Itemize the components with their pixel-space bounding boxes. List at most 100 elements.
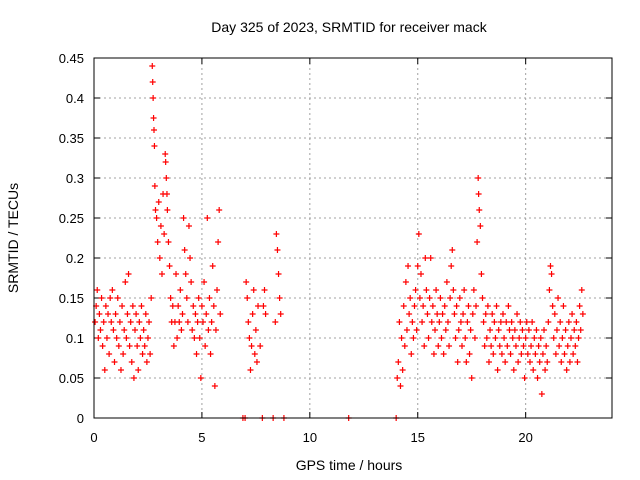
data-point (415, 231, 422, 237)
data-point (113, 335, 120, 341)
data-point (535, 343, 542, 349)
grid-lines (94, 58, 612, 418)
data-point (148, 295, 155, 301)
data-point (217, 311, 224, 317)
data-point (411, 303, 418, 309)
data-point (246, 335, 253, 341)
data-point (443, 279, 450, 285)
x-tick-label: 0 (90, 430, 97, 445)
data-point (553, 327, 560, 333)
data-point (179, 311, 186, 317)
data-point (493, 303, 500, 309)
data-point (524, 351, 531, 357)
data-point (187, 255, 194, 261)
data-point (516, 335, 523, 341)
data-point (94, 287, 101, 293)
data-point (184, 319, 191, 325)
x-tick-label: 15 (411, 430, 425, 445)
data-point (201, 279, 208, 285)
data-point (423, 287, 430, 293)
data-point (419, 319, 426, 325)
data-point (538, 391, 545, 397)
data-point (92, 319, 99, 325)
data-point (121, 327, 128, 333)
data-point (464, 319, 471, 325)
data-point (477, 223, 484, 229)
data-point (407, 295, 414, 301)
data-point (130, 375, 137, 381)
data-point (546, 287, 553, 293)
data-point (164, 207, 171, 213)
data-point (150, 115, 157, 121)
data-point (572, 343, 579, 349)
data-point (96, 311, 103, 317)
data-point (277, 311, 284, 317)
data-point (567, 335, 574, 341)
data-point (515, 359, 522, 365)
data-point (244, 295, 251, 301)
data-point (250, 287, 257, 293)
y-tick-label: 0.15 (59, 291, 84, 306)
data-point (143, 359, 150, 365)
data-point (399, 367, 406, 373)
data-point (460, 311, 467, 317)
data-point (402, 279, 409, 285)
data-point (262, 311, 269, 317)
data-point (120, 351, 127, 357)
data-point (565, 319, 572, 325)
data-point (560, 303, 567, 309)
x-axis-label: GPS time / hours (296, 457, 403, 473)
data-point (176, 319, 183, 325)
data-point (408, 351, 415, 357)
data-point (417, 271, 424, 277)
data-point (99, 343, 106, 349)
data-point (525, 327, 532, 333)
data-point (128, 359, 135, 365)
data-point (430, 351, 437, 357)
data-point (253, 359, 260, 365)
data-point (523, 319, 530, 325)
data-point (485, 359, 492, 365)
data-point (462, 335, 469, 341)
data-point (501, 335, 508, 341)
data-point (206, 295, 213, 301)
data-point (245, 319, 252, 325)
data-point (558, 359, 565, 365)
data-point (496, 343, 503, 349)
data-points (92, 63, 586, 421)
data-point (442, 327, 449, 333)
data-point (426, 295, 433, 301)
data-point (564, 343, 571, 349)
data-point (276, 295, 283, 301)
data-point (576, 303, 583, 309)
data-point (476, 207, 483, 213)
data-point (482, 311, 489, 317)
data-point (543, 343, 550, 349)
data-point (123, 335, 130, 341)
data-point (173, 271, 180, 277)
data-point (455, 327, 462, 333)
data-point (177, 287, 184, 293)
data-point (195, 295, 202, 301)
data-point (202, 343, 209, 349)
data-point (440, 351, 447, 357)
data-point (435, 343, 442, 349)
data-point (261, 287, 268, 293)
data-point (194, 319, 201, 325)
data-point (514, 311, 521, 317)
data-point (406, 311, 413, 317)
data-point (211, 383, 218, 389)
data-point (108, 319, 115, 325)
data-point (495, 327, 502, 333)
data-point (490, 351, 497, 357)
data-point (534, 375, 541, 381)
data-point (111, 359, 118, 365)
data-point (574, 359, 581, 365)
data-point (149, 63, 156, 69)
data-point (547, 263, 554, 269)
data-point (453, 303, 460, 309)
data-point (502, 359, 509, 365)
data-point (537, 335, 544, 341)
data-point (151, 183, 158, 189)
data-point (156, 255, 163, 261)
